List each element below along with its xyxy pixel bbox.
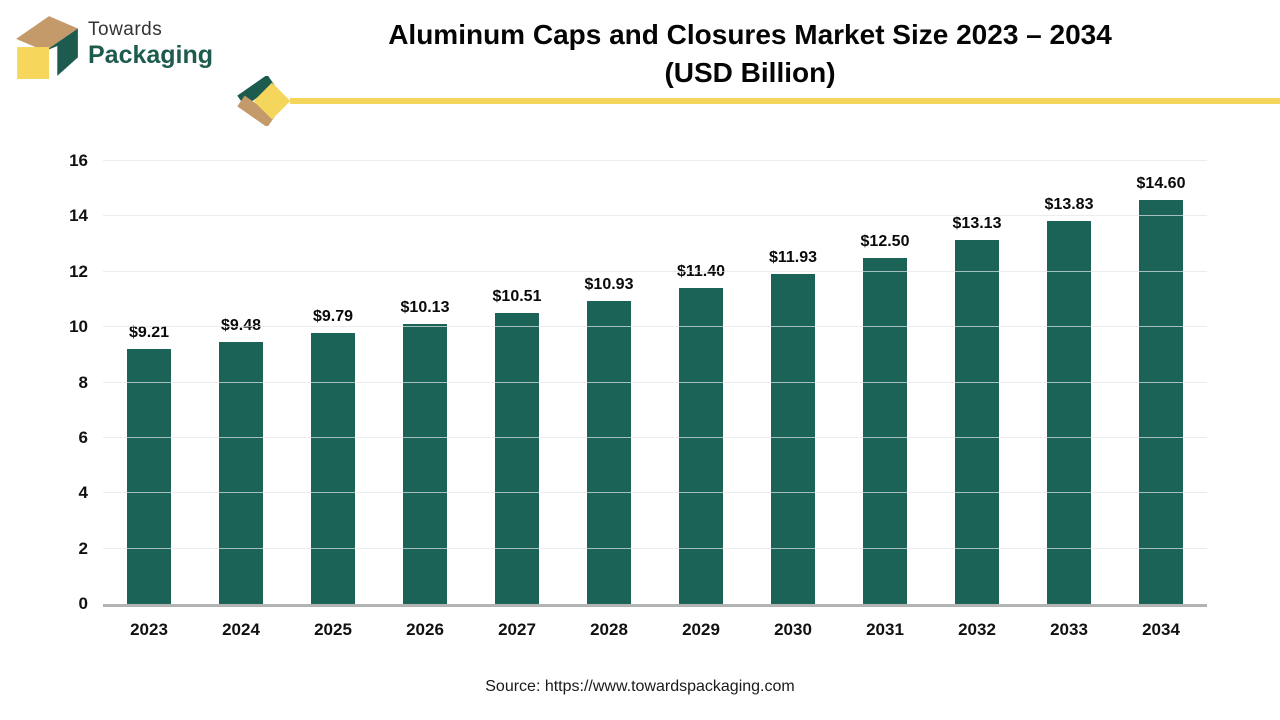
gridline bbox=[103, 436, 1207, 438]
x-axis-label: 2028 bbox=[590, 620, 628, 639]
gridline bbox=[103, 160, 1207, 161]
bar-value-label: $11.93 bbox=[768, 248, 818, 266]
y-axis-tick-label: 4 bbox=[78, 483, 88, 503]
y-axis-tick-label: 6 bbox=[78, 427, 88, 447]
bar-column: $11.40 2029 bbox=[655, 161, 747, 639]
bar-value-label: $10.13 bbox=[400, 298, 450, 316]
bar bbox=[311, 332, 355, 604]
bar-column: $12.50 2031 bbox=[839, 161, 931, 639]
x-axis-label: 2026 bbox=[406, 620, 444, 639]
x-axis-label: 2033 bbox=[1050, 620, 1088, 639]
gridline bbox=[103, 381, 1207, 383]
bars-container: $9.21 2023 $9.48 2024 $9.79 2025 $10.13 2026 $10… bbox=[103, 161, 1207, 639]
x-axis-label: 2023 bbox=[130, 620, 168, 639]
bar-value-label: $10.51 bbox=[492, 288, 542, 306]
brand-name-towards: Towards bbox=[88, 19, 163, 40]
gridline bbox=[103, 270, 1207, 272]
bar bbox=[127, 349, 171, 604]
y-axis-tick-label: 0 bbox=[78, 594, 88, 613]
bar-value-label: $9.79 bbox=[312, 307, 354, 325]
bar-value-label: $9.21 bbox=[128, 324, 170, 341]
x-axis-label: 2024 bbox=[222, 620, 260, 639]
bar-column: $14.60 2034 bbox=[1115, 161, 1207, 639]
bar bbox=[679, 288, 723, 604]
brand-wordmark: Towards Packaging bbox=[88, 10, 214, 69]
y-axis-tick-label: 16 bbox=[69, 151, 88, 170]
bar bbox=[1139, 199, 1183, 604]
chart-title-line2: (USD Billion) bbox=[664, 57, 836, 88]
bar-value-label: $13.83 bbox=[1044, 196, 1094, 214]
y-axis-tick-label: 12 bbox=[69, 261, 88, 281]
y-axis-tick-label: 14 bbox=[69, 206, 88, 226]
x-axis-label: 2030 bbox=[774, 620, 812, 639]
y-axis-tick-label: 10 bbox=[69, 317, 88, 337]
bar-value-label: $13.13 bbox=[952, 215, 1002, 233]
bar-value-label: $12.50 bbox=[860, 232, 910, 250]
bar-value-label: $14.60 bbox=[1136, 174, 1186, 192]
x-axis-label: 2031 bbox=[866, 620, 904, 639]
bar-column: $10.13 2026 bbox=[379, 161, 471, 639]
x-axis-label: 2034 bbox=[1142, 620, 1180, 639]
plot-area: $9.21 2023 $9.48 2024 $9.79 2025 $10.13 2026 $10… bbox=[69, 151, 1207, 639]
bar bbox=[955, 240, 999, 604]
bar bbox=[219, 341, 263, 604]
bar bbox=[863, 257, 907, 604]
bar-column: $10.51 2027 bbox=[471, 161, 563, 639]
bar-column: $11.93 2030 bbox=[747, 161, 839, 639]
x-axis-label: 2027 bbox=[498, 620, 536, 639]
brand-logo: Towards Packaging bbox=[14, 10, 213, 80]
chart-title: Aluminum Caps and Closures Market Size 2… bbox=[300, 16, 1200, 92]
bar bbox=[403, 323, 447, 604]
gridline bbox=[103, 326, 1207, 328]
bar bbox=[1047, 221, 1091, 604]
y-axis-tick-label: 8 bbox=[78, 372, 88, 392]
bar-column: $13.83 2033 bbox=[1023, 161, 1115, 639]
bar-column: $9.48 2024 bbox=[195, 161, 287, 639]
y-axis-tick-label: 2 bbox=[78, 538, 88, 558]
bar bbox=[587, 301, 631, 604]
gridline bbox=[103, 547, 1207, 549]
bar bbox=[771, 273, 815, 604]
ribbon-underline bbox=[290, 98, 1280, 104]
bar-column: $9.79 2025 bbox=[287, 161, 379, 639]
bar-value-label: $10.93 bbox=[584, 276, 634, 294]
x-axis-label: 2025 bbox=[314, 620, 352, 639]
bar-column: $10.93 2028 bbox=[563, 161, 655, 639]
bar-value-label: $11.40 bbox=[676, 263, 726, 281]
bar bbox=[495, 313, 539, 604]
x-axis-label: 2032 bbox=[958, 620, 996, 639]
chart-title-line1: Aluminum Caps and Closures Market Size 2… bbox=[388, 19, 1112, 50]
brand-name-packaging: Packaging bbox=[88, 40, 214, 69]
ribbon-arrow-icon bbox=[237, 76, 291, 126]
gridline bbox=[103, 492, 1207, 494]
bar-column: $13.13 2032 bbox=[931, 161, 1023, 639]
source-text: Source: https://www.towardspackaging.com bbox=[485, 678, 795, 695]
bar-value-label: $9.48 bbox=[220, 316, 262, 334]
x-axis-label: 2029 bbox=[682, 620, 720, 639]
gridline bbox=[103, 215, 1207, 217]
logo-cube-icon bbox=[16, 16, 78, 79]
bar-column: $9.21 2023 bbox=[103, 161, 195, 639]
